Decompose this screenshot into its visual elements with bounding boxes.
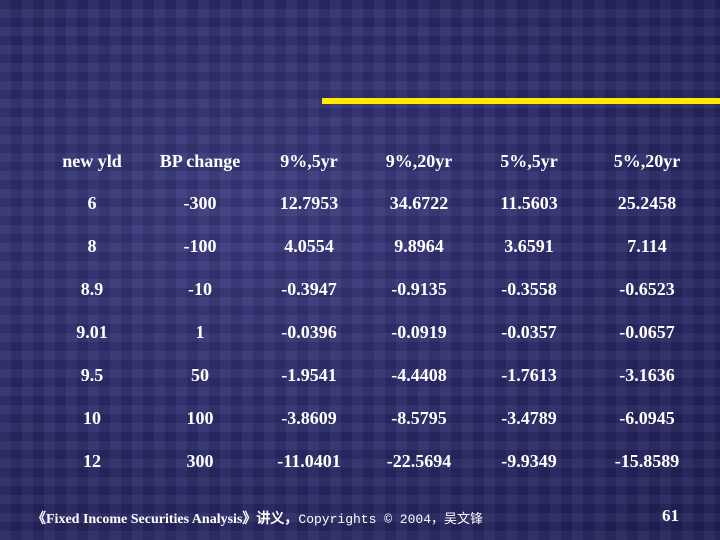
table-cell: 9.01 [76,322,108,342]
table-cell: 25.2458 [617,193,677,213]
table-cell: 11.5603 [500,193,558,213]
header-new-yld: new yld [62,150,122,171]
table-cell: -6.0945 [619,408,675,428]
header-5pct-5yr: 5%,5yr [500,150,558,171]
footer-course-title: 《Fixed Income Securities Analysis》讲义， [32,512,299,527]
table-cell: 8.9 [80,279,104,299]
table-cell: -10 [188,279,212,299]
table-cell: -22.5694 [386,451,452,471]
table-row: 9.01 1 -0.0396 -0.0919 -0.0357 -0.0657 [38,311,710,354]
table-cell: -0.3947 [281,279,337,299]
table-cell: -11.0401 [277,451,341,471]
table-row: 10 100 -3.8609 -8.5795 -3.4789 -6.0945 [38,397,710,440]
table-cell: 3.6591 [504,236,554,256]
table-cell: 9.8964 [394,236,444,256]
table-cell: 300 [186,451,214,471]
table-cell: -3.1636 [619,365,675,385]
table-cell: -100 [183,236,217,256]
table-cell: 100 [186,408,214,428]
table-cell: -15.8589 [614,451,680,471]
table-cell: 12 [83,451,101,471]
table-cell: 7.114 [627,236,667,256]
table-cell: -4.4408 [391,365,447,385]
table-cell: -0.0657 [619,322,675,342]
table-cell: -3.8609 [281,408,337,428]
table-cell: -3.4789 [501,408,557,428]
table-cell: 6 [87,193,97,213]
table-cell: -0.3558 [501,279,557,299]
table-row: 12 300 -11.0401 -22.5694 -9.9349 -15.858… [38,440,710,483]
table-cell: -0.0396 [281,322,337,342]
table-cell: -1.9541 [281,365,337,385]
bond-price-change-table: new yld BP change 9%,5yr 9%,20yr 5%,5yr … [38,140,710,483]
table-row: 8.9 -10 -0.3947 -0.9135 -0.3558 -0.6523 [38,268,710,311]
header-9pct-5yr: 9%,5yr [280,150,338,171]
table-cell: 10 [83,408,101,428]
footer-copyright: Copyrights © 2004，吴文锋 [298,512,484,527]
table-row: 6 -300 12.7953 34.6722 11.5603 25.2458 [38,182,710,225]
table-cell: 12.7953 [279,193,339,213]
table-cell: 4.0554 [284,236,334,256]
table-cell: -0.0357 [501,322,557,342]
table-cell: 9.5 [80,365,104,385]
table-cell: -0.9135 [391,279,447,299]
footer: 《Fixed Income Securities Analysis》讲义，Cop… [32,508,483,528]
table-row: 9.5 50 -1.9541 -4.4408 -1.7613 -3.1636 [38,354,710,397]
table-cell: -0.0919 [391,322,447,342]
header-9pct-20yr: 9%,20yr [385,150,453,171]
table-cell: 34.6722 [389,193,449,213]
table-cell: 1 [195,322,205,342]
accent-line [322,98,720,104]
table-cell: -9.9349 [501,451,557,471]
table-row: 8 -100 4.0554 9.8964 3.6591 7.114 [38,225,710,268]
table-cell: -300 [183,193,217,213]
table-cell: -0.6523 [619,279,675,299]
table-cell: 8 [87,236,97,256]
table-header-row: new yld BP change 9%,5yr 9%,20yr 5%,5yr … [38,140,710,182]
table-cell: 50 [191,365,209,385]
page-number: 61 [662,506,679,525]
header-5pct-20yr: 5%,20yr [613,150,681,171]
table-cell: -1.7613 [501,365,557,385]
table-cell: -8.5795 [391,408,447,428]
header-bp-change: BP change [159,150,241,171]
